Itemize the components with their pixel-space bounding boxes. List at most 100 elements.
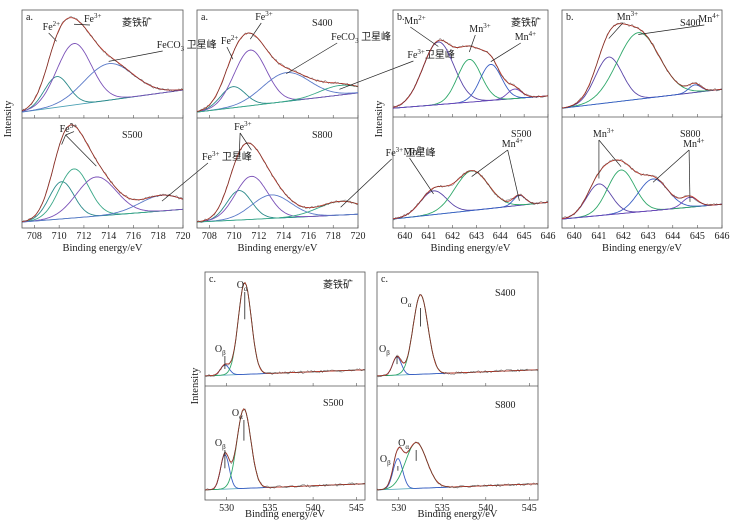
x-axis-label: Binding energy/eV xyxy=(245,509,325,520)
panel-label: a. xyxy=(201,12,208,23)
y-axis-label: Intensity xyxy=(374,100,385,137)
annotation-arrow xyxy=(239,132,252,151)
peak-mn4- xyxy=(392,170,549,220)
x-tick-label: 545 xyxy=(522,503,537,514)
annotation-sat: FeCO3 卫星峰 xyxy=(331,31,391,45)
panel-label: c. xyxy=(381,274,388,285)
raw-spectrum xyxy=(204,408,366,491)
x-tick-label: 642 xyxy=(616,231,631,242)
fit-envelope xyxy=(561,159,723,220)
annotation-arrow xyxy=(65,134,97,167)
x-tick-label: 644 xyxy=(665,231,680,242)
annotation-arrow xyxy=(688,149,691,202)
fit-envelope xyxy=(204,408,365,491)
annotation-arrow xyxy=(340,158,392,208)
annotation-arrow xyxy=(73,23,91,26)
annotation-arrow xyxy=(108,50,163,62)
subplot-菱铁矿: c. 菱铁矿 Oβ Oα xyxy=(204,274,366,377)
peak-feco3-satellite xyxy=(196,72,359,113)
peak-mn3- xyxy=(561,56,723,109)
subplot-S800: S800 Mn3+ Mn4+ xyxy=(561,127,723,220)
x-tick-label: 643 xyxy=(641,231,656,242)
peak-o- xyxy=(204,408,365,491)
sample-label: 菱铁矿 xyxy=(511,16,541,29)
x-tick-label: 530 xyxy=(391,503,406,514)
annotation-sat: FeCO3 卫星峰 xyxy=(157,39,217,53)
peak-mn4-b xyxy=(561,84,723,109)
x-tick-label: 540 xyxy=(306,503,321,514)
annotation-ob: Oβ xyxy=(215,344,226,357)
annotation-mn4: Mn4+ xyxy=(683,137,704,150)
x-tick-label: 714 xyxy=(101,231,116,242)
raw-spectrum xyxy=(196,32,359,113)
subplot-S500: S500 Fe3+ Fe3+ 卫星峰 xyxy=(21,122,252,223)
peak-fe3-satellite xyxy=(197,200,359,223)
y-axis-label: Intensity xyxy=(3,100,14,137)
annotation-mn4: Mn4+ xyxy=(515,30,536,43)
annotation-ob: Oβ xyxy=(379,344,390,357)
plot-frame xyxy=(196,9,359,229)
sample-label: S400 xyxy=(680,18,701,29)
x-tick-label: 645 xyxy=(690,231,705,242)
peak-fe3-a xyxy=(21,181,184,223)
annotation-sat: Fe3+ 卫星峰 xyxy=(386,146,436,159)
peak-mn4-b xyxy=(392,88,549,109)
annotation-mn4: Mn4+ xyxy=(698,12,719,25)
raw-spectrum xyxy=(196,142,359,223)
peak-fe3-c xyxy=(196,194,359,223)
subplot-S800: S800 Fe3+ Fe3+ 卫星峰 xyxy=(196,120,436,223)
chart-fe1: 708 710 712 714 716 718 720 Binding energy/eV In… xyxy=(3,9,252,254)
annotation-fe3: Fe3+ xyxy=(60,122,78,135)
annotation-fe2: Fe2+ xyxy=(221,34,239,47)
y-axis-label: Intensity xyxy=(190,367,201,404)
x-axis-label: Binding energy/eV xyxy=(417,509,497,520)
x-tick-label: 642 xyxy=(445,231,460,242)
subplot-S400: b. S400 Mn3+ Mn4+ xyxy=(561,10,723,109)
subplot-S500: S500 Oβ Oα xyxy=(204,398,366,491)
sample-label: S500 xyxy=(122,130,143,141)
annotation-arrow xyxy=(65,131,75,136)
x-tick-label: 720 xyxy=(176,231,191,242)
plot-frame xyxy=(561,9,723,229)
annotation-arrow xyxy=(652,149,690,183)
panel-label: c. xyxy=(209,274,216,285)
x-tick-label: 708 xyxy=(27,231,42,242)
raw-spectrum xyxy=(376,293,539,378)
chart-fe2: 708 710 712 714 716 718 720 Binding energy/eV a.… xyxy=(196,9,455,254)
sample-label: S800 xyxy=(680,129,701,140)
subplot-S800: S800 Oβ Oα xyxy=(376,400,539,491)
raw-spectrum xyxy=(376,441,539,491)
fit-envelope xyxy=(377,442,538,491)
annotation-mn3: Mn3+ xyxy=(593,127,614,140)
subplot-菱铁矿: b. 菱铁矿 Mn2+ Mn3+ Mn4+ xyxy=(392,12,549,109)
x-tick-label: 545 xyxy=(349,503,364,514)
annotation-fe2: Fe2+ xyxy=(43,20,61,33)
peak-mn3-b xyxy=(561,169,723,220)
panel-label: b. xyxy=(566,12,574,23)
x-axis-label: Binding energy/eV xyxy=(62,243,142,254)
subplot-菱铁矿: a. 菱铁矿 Fe2+ Fe3+ FeCO3 卫星峰 xyxy=(21,12,217,113)
x-tick-label: 645 xyxy=(517,231,532,242)
fit-envelope xyxy=(392,170,549,220)
x-tick-label: 640 xyxy=(567,231,582,242)
annotation-ob: Oβ xyxy=(215,438,226,451)
peak-fe3- xyxy=(196,49,359,113)
x-tick-label: 535 xyxy=(262,503,277,514)
annotation-oa: Oα xyxy=(401,296,412,309)
annotation-arrow xyxy=(638,24,705,35)
x-tick-label: 718 xyxy=(151,231,166,242)
annotation-arrow xyxy=(238,132,241,159)
raw-spectrum xyxy=(561,22,723,109)
annotation-arrow xyxy=(61,134,66,145)
annotation-arrow xyxy=(490,42,521,62)
x-tick-label: 646 xyxy=(541,231,556,242)
chart-mn1: 640 641 642 643 644 645 646 Binding energy/eV In… xyxy=(374,9,556,254)
x-tick-label: 646 xyxy=(715,231,730,242)
raw-spectrum xyxy=(21,16,184,113)
annotation-oa: Oα xyxy=(237,280,248,293)
annotation-arrow xyxy=(285,42,338,75)
x-axis-label: Binding energy/eV xyxy=(237,243,317,254)
x-tick-label: 710 xyxy=(227,231,242,242)
